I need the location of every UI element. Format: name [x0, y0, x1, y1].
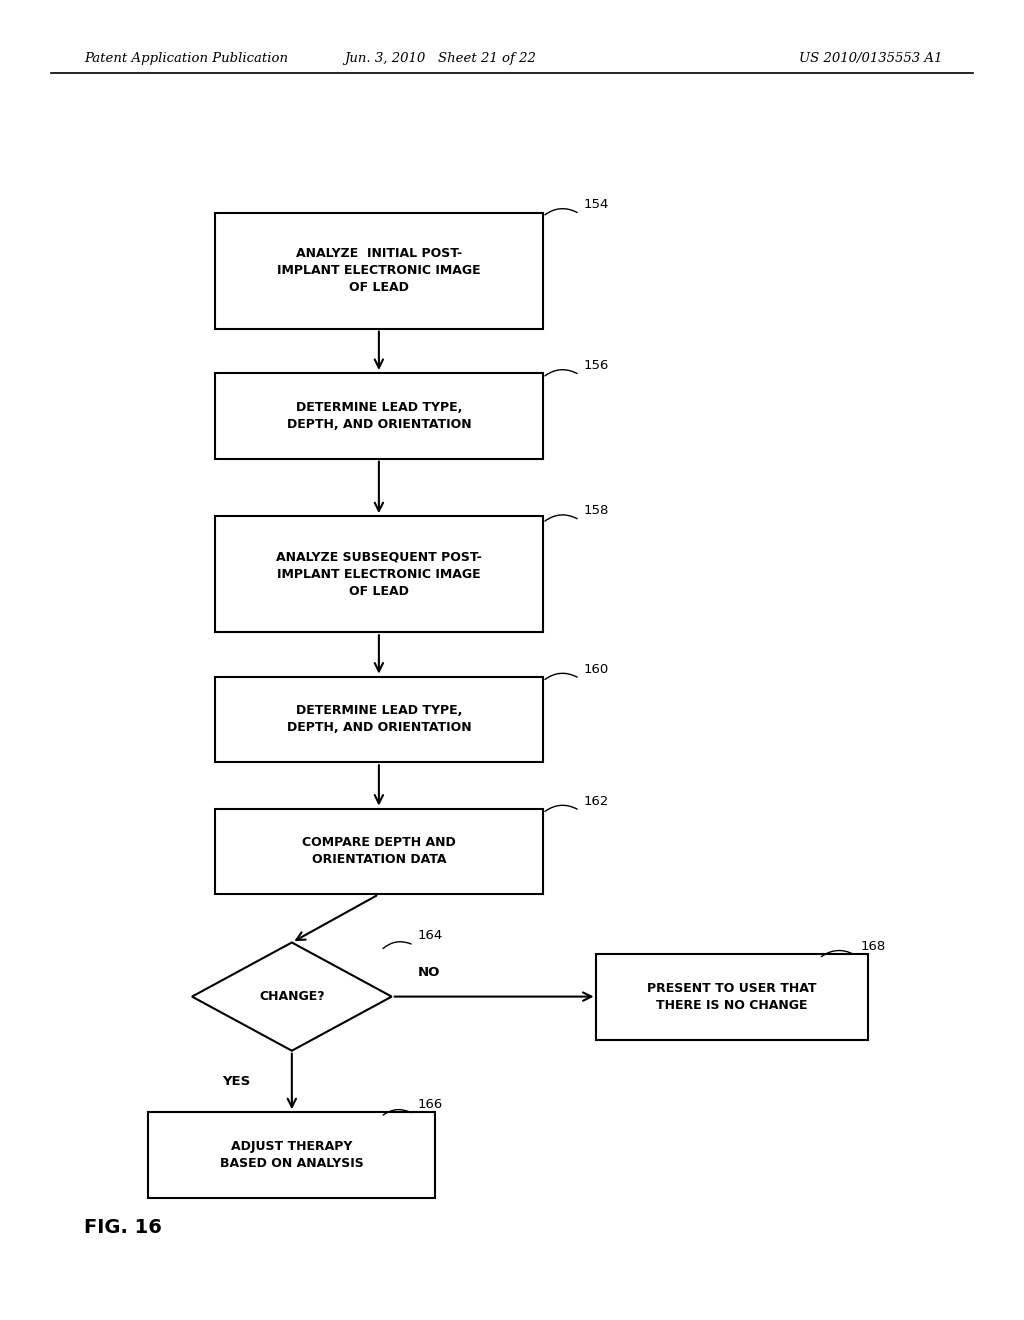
Bar: [215, 516, 543, 632]
Text: 162: 162: [584, 795, 609, 808]
Text: ANALYZE SUBSEQUENT POST-
IMPLANT ELECTRONIC IMAGE
OF LEAD: ANALYZE SUBSEQUENT POST- IMPLANT ELECTRO…: [276, 550, 481, 598]
Bar: [215, 213, 543, 329]
Text: 160: 160: [584, 663, 609, 676]
Text: FIG. 16: FIG. 16: [84, 1218, 162, 1237]
Text: ANALYZE  INITIAL POST-
IMPLANT ELECTRONIC IMAGE
OF LEAD: ANALYZE INITIAL POST- IMPLANT ELECTRONIC…: [278, 247, 480, 294]
Text: 168: 168: [860, 940, 886, 953]
Text: NO: NO: [418, 966, 439, 979]
Text: Jun. 3, 2010   Sheet 21 of 22: Jun. 3, 2010 Sheet 21 of 22: [344, 51, 537, 65]
Bar: [215, 372, 543, 458]
Polygon shape: [191, 942, 391, 1051]
Bar: [596, 953, 868, 1040]
Text: COMPARE DEPTH AND
ORIENTATION DATA: COMPARE DEPTH AND ORIENTATION DATA: [302, 837, 456, 866]
Text: PRESENT TO USER THAT
THERE IS NO CHANGE: PRESENT TO USER THAT THERE IS NO CHANGE: [647, 982, 817, 1011]
Text: 158: 158: [584, 504, 609, 517]
Text: 164: 164: [418, 929, 443, 942]
Bar: [215, 677, 543, 763]
Text: 166: 166: [418, 1098, 443, 1111]
Bar: [148, 1111, 435, 1199]
Text: YES: YES: [222, 1074, 251, 1088]
Text: DETERMINE LEAD TYPE,
DEPTH, AND ORIENTATION: DETERMINE LEAD TYPE, DEPTH, AND ORIENTAT…: [287, 705, 471, 734]
Text: ADJUST THERAPY
BASED ON ANALYSIS: ADJUST THERAPY BASED ON ANALYSIS: [220, 1140, 364, 1170]
Text: DETERMINE LEAD TYPE,
DEPTH, AND ORIENTATION: DETERMINE LEAD TYPE, DEPTH, AND ORIENTAT…: [287, 401, 471, 430]
Bar: [215, 808, 543, 895]
Text: CHANGE?: CHANGE?: [259, 990, 325, 1003]
Text: US 2010/0135553 A1: US 2010/0135553 A1: [799, 51, 942, 65]
Text: 154: 154: [584, 198, 609, 211]
Text: 156: 156: [584, 359, 609, 372]
Text: Patent Application Publication: Patent Application Publication: [84, 51, 288, 65]
